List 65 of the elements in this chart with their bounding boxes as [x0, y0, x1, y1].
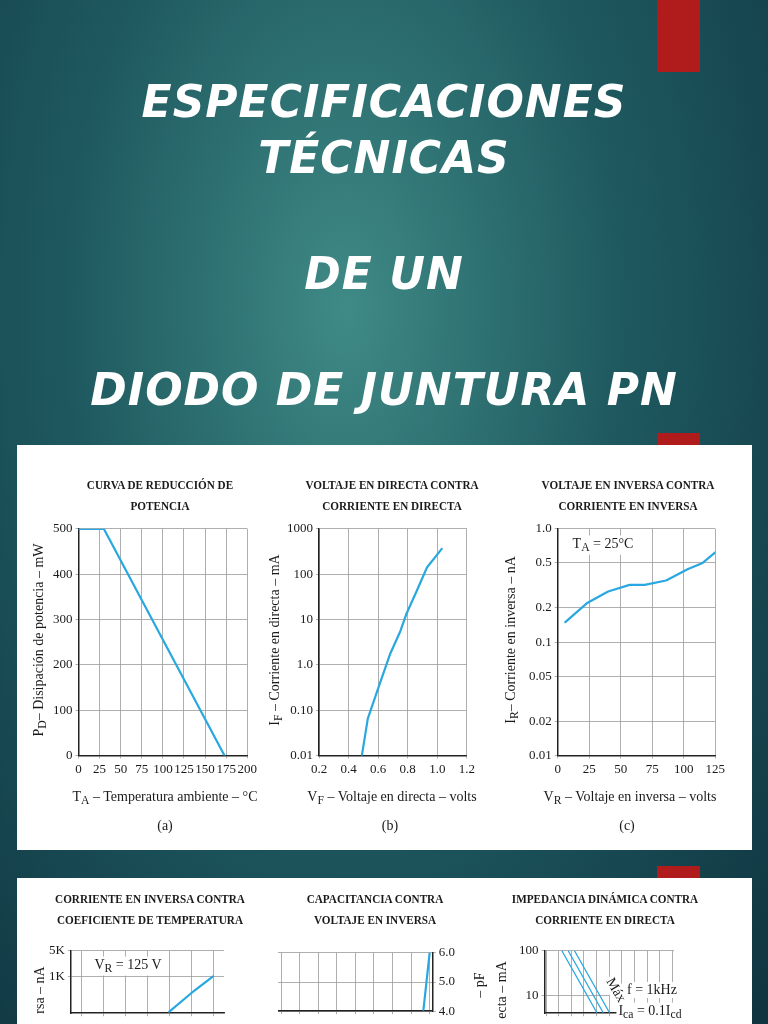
chart-title: CORRIENTE EN INVERSA CONTRA COEFICIENTE DE TEMPERATURA — [54, 890, 246, 929]
text: DE UN — [303, 247, 465, 301]
y-tick-label: 4.0 — [438, 1002, 455, 1018]
annotation: I$_{ca}$ = 0.1I$_{cd}$ — [616, 1002, 684, 1022]
y-axis-title: rsa – nA — [32, 966, 48, 1014]
x-tick-label: 125 — [705, 760, 725, 776]
annotation: V$_{R}$ = 125 V — [92, 956, 164, 976]
x-tick-label: 25 — [582, 760, 596, 776]
x-tick-label: 175 — [216, 760, 236, 776]
x-tick-label: 0.4 — [340, 760, 358, 776]
x-tick-label: 200 — [237, 760, 257, 776]
y-tick-label: 5K — [49, 942, 66, 958]
x-tick-label: 0.6 — [370, 760, 387, 776]
text: ESPECIFICACIONES TÉCNICAS — [140, 75, 628, 185]
y-tick-label: 0.01 — [290, 746, 313, 762]
chart-title: CAPACITANCIA CONTRA VOLTAJE EN INVERSA — [305, 890, 445, 929]
y-tick-label: 1.0 — [535, 520, 552, 536]
y-tick-label: 10 — [300, 610, 313, 626]
x-tick-label: 100 — [674, 760, 694, 776]
y-tick-label: 1000 — [287, 520, 313, 536]
y-tick-label: 500 — [53, 520, 73, 536]
x-tick-label: 0.8 — [399, 760, 416, 776]
x-tick-label: 1.2 — [458, 760, 475, 776]
y-tick-label: 0 — [66, 746, 73, 762]
x-tick-label: 75 — [135, 760, 149, 776]
x-axis-title: V$_{R}$ – Voltaje en inversa – volts — [543, 788, 717, 808]
y-tick-label: 6.0 — [438, 944, 455, 960]
y-tick-label: 200 — [53, 656, 73, 672]
x-tick-label: 25 — [93, 760, 107, 776]
y-axis-title: – pF — [472, 972, 488, 998]
x-tick-label: 150 — [195, 760, 215, 776]
y-tick-label: 0.02 — [529, 712, 552, 728]
y-tick-label: 0.01 — [529, 746, 552, 762]
x-tick-label: 50 — [614, 760, 628, 776]
y-tick-label: 300 — [53, 610, 73, 626]
y-tick-label: 400 — [53, 565, 73, 581]
y-axis-title: ecta – mA — [494, 961, 510, 1019]
y-tick-label: 0.05 — [529, 667, 552, 683]
x-axis-title: T$_{A}$ – Temperatura ambiente – °C — [72, 788, 258, 808]
x-axis-title: V$_{F}$ – Voltaje en directa – volts — [307, 788, 477, 808]
y-tick-label: 100 — [293, 565, 313, 581]
text: (b) — [379, 818, 401, 834]
x-tick-label: 50 — [114, 760, 128, 776]
text: (c) — [617, 818, 637, 834]
annotation: f = 1kHz — [625, 982, 679, 998]
chart-title: VOLTAJE EN DIRECTA CONTRA CORRIENTE EN DIRECTA — [304, 476, 480, 515]
annotation: T$_{A}$ = 25°C — [570, 535, 636, 555]
y-tick-label: 0.2 — [535, 599, 552, 615]
chart-title: CURVA DE REDUCCIÓN DE POTENCIA — [85, 476, 235, 515]
y-tick-label: 0.1 — [535, 633, 552, 649]
y-tick-label: 1.0 — [296, 656, 313, 672]
y-tick-label: 1K — [49, 967, 66, 983]
x-tick-label: 0.2 — [310, 760, 328, 776]
chart-title: IMPEDANCIA DINÁMICA CONTRA CORRIENTE EN DIRECTA — [510, 890, 700, 929]
text: DIODO DE JUNTURA PN — [89, 363, 679, 417]
y-tick-label: 100 — [53, 701, 73, 717]
y-tick-label: 10 — [525, 986, 539, 1002]
y-tick-label: 5.0 — [438, 973, 455, 989]
chart-title: VOLTAJE EN INVERSA CONTRA CORRIENTE EN INVERSA — [540, 476, 716, 515]
x-tick-label: 125 — [174, 760, 194, 776]
x-tick-label: 100 — [153, 760, 173, 776]
y-tick-label: 0.10 — [290, 701, 313, 717]
text: (a) — [155, 818, 175, 834]
y-tick-label: 0.5 — [535, 554, 552, 570]
x-tick-label: 75 — [645, 760, 659, 776]
